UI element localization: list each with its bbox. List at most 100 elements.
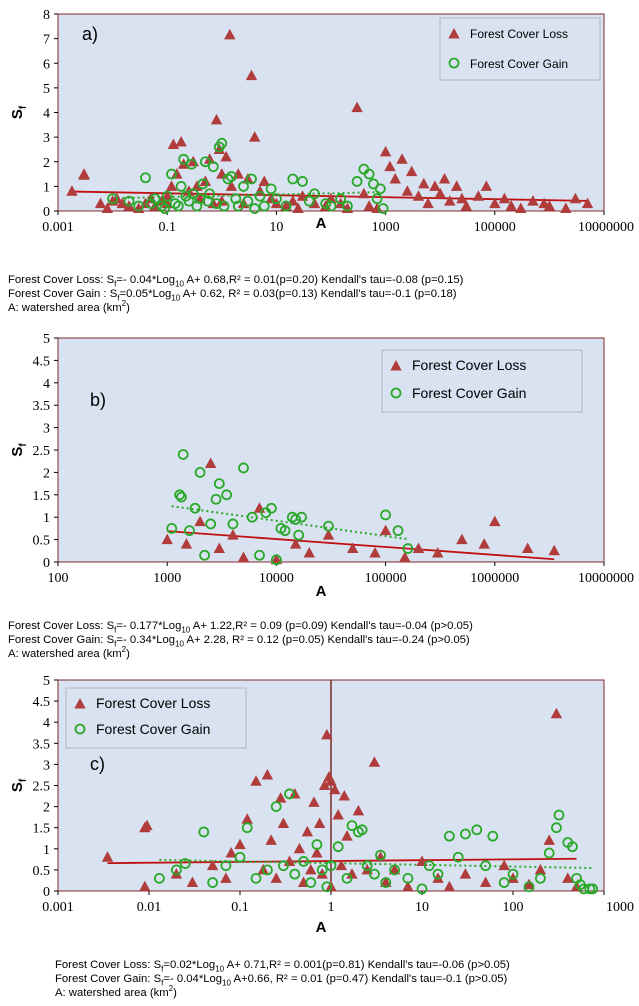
data-point-gain <box>249 203 261 214</box>
data-point-loss <box>432 872 444 883</box>
data-point-gain <box>380 509 392 521</box>
panel-label: c) <box>90 754 105 774</box>
series-loss <box>66 28 594 214</box>
data-point-gain <box>296 511 307 523</box>
data-point-loss <box>388 863 401 875</box>
legend-label-gain: Forest Cover Gain <box>470 57 568 71</box>
data-point-loss <box>248 131 261 142</box>
data-point-gain <box>316 864 328 876</box>
data-point-gain <box>156 200 168 212</box>
data-point-loss <box>352 804 365 816</box>
caption-a: Forest Cover Loss: Sf=- 0.04*Log10 A+ 0.… <box>8 273 463 315</box>
y-tick-label: 2.5 <box>33 780 51 795</box>
data-point-gain <box>341 872 353 884</box>
data-point-gain <box>377 203 389 214</box>
x-axis-label: A <box>316 215 327 232</box>
data-point-gain <box>452 851 464 863</box>
data-point-loss <box>335 859 348 871</box>
y-tick-label: 5 <box>43 674 50 689</box>
data-point-loss <box>456 533 468 545</box>
data-point-gain <box>298 856 310 867</box>
data-point-gain <box>342 200 353 212</box>
caption-b-line2: Forest Cover Gain: Sf=- 0.34*Log10 A+ 2.… <box>8 634 470 649</box>
y-axis-label: Sf <box>9 443 29 457</box>
data-point-loss <box>562 872 574 883</box>
data-point-gain <box>221 489 233 501</box>
data-point-loss <box>401 185 414 196</box>
data-point-gain <box>280 200 292 212</box>
data-point-gain <box>197 178 209 190</box>
scatter-chart-c: 0 0.5 1 1.5 2 2.5 3 3.5 4 4.5 5 0.001 0.01 0.1 1 10 100 1… <box>9 674 634 936</box>
data-point-gain <box>210 493 222 505</box>
y-tick-label: 3 <box>43 422 50 437</box>
data-point-gain <box>177 449 189 460</box>
data-point-loss <box>351 101 363 113</box>
data-point-gain <box>172 200 184 212</box>
data-point-loss <box>237 551 250 563</box>
x-tick-label: 0.1 <box>231 900 249 915</box>
caption-a-line3: A: watershed area (km2) <box>8 299 130 314</box>
y-tick-label: 2 <box>43 801 50 816</box>
data-point-gain <box>205 518 217 530</box>
data-point-gain <box>261 864 273 876</box>
data-point-gain <box>551 822 562 834</box>
data-point-loss <box>396 153 408 164</box>
data-point-loss <box>293 842 306 854</box>
data-point-loss <box>220 150 232 162</box>
data-point-gain <box>238 180 249 192</box>
caption-a-line1: Forest Cover Loss: Sf=- 0.04*Log10 A+ 0.… <box>8 274 464 289</box>
data-point-loss <box>101 851 114 862</box>
data-point-loss <box>489 197 501 209</box>
data-point-gain <box>184 525 195 537</box>
y-axis-label: Sf <box>9 105 29 119</box>
data-point-loss <box>301 825 314 837</box>
data-point-gain <box>254 549 265 561</box>
panel-a: 0 1 2 3 4 5 6 7 8 0.001 0.1 10 1000 100000 10000000 A Sf… <box>0 0 639 235</box>
data-point-gain <box>356 824 368 836</box>
data-point-loss <box>507 872 519 883</box>
data-point-loss <box>569 192 582 204</box>
x-tick-label: 10 <box>269 220 283 234</box>
data-point-gain <box>325 860 337 872</box>
data-point-loss <box>479 876 492 888</box>
data-point-loss <box>405 165 418 177</box>
data-point-gain <box>587 883 599 895</box>
x-axis-label: A <box>316 583 327 600</box>
data-point-gain <box>169 198 181 210</box>
data-point-gain <box>553 809 565 821</box>
y-tick-label: 4.5 <box>33 354 51 369</box>
data-point-loss <box>225 847 237 858</box>
data-point-loss <box>66 185 78 196</box>
data-point-loss <box>325 775 337 786</box>
data-point-gain <box>176 491 187 503</box>
data-point-loss <box>308 796 320 807</box>
data-point-gain <box>161 190 173 202</box>
data-point-gain <box>320 198 332 210</box>
data-point-gain <box>321 881 333 893</box>
x-tick-label: 1 <box>328 900 335 915</box>
data-point-loss <box>341 830 353 841</box>
data-point-gain <box>543 847 555 859</box>
data-point-loss <box>399 551 411 563</box>
data-point-loss <box>322 529 335 540</box>
caption-b-line3: A: watershed area (km2) <box>8 645 130 660</box>
data-point-loss <box>429 180 441 191</box>
y-tick-label: 1 <box>43 180 50 195</box>
data-point-gain <box>186 158 198 170</box>
data-point-loss <box>498 859 510 871</box>
data-point-loss <box>289 538 302 549</box>
data-point-loss <box>220 872 232 883</box>
data-point-loss <box>363 200 375 211</box>
data-point-gain <box>278 860 289 872</box>
data-point-gain <box>305 877 317 888</box>
y-tick-label: 4 <box>43 107 50 122</box>
x-tick-label: 0.001 <box>42 220 74 234</box>
data-point-loss <box>210 113 223 125</box>
y-tick-label: 4 <box>43 377 50 392</box>
data-point-gain <box>198 826 210 838</box>
data-point-loss <box>338 790 350 801</box>
y-tick-label: 6 <box>43 57 50 72</box>
data-point-loss <box>270 553 283 565</box>
data-point-gain <box>290 514 302 525</box>
data-point-gain <box>246 511 258 523</box>
